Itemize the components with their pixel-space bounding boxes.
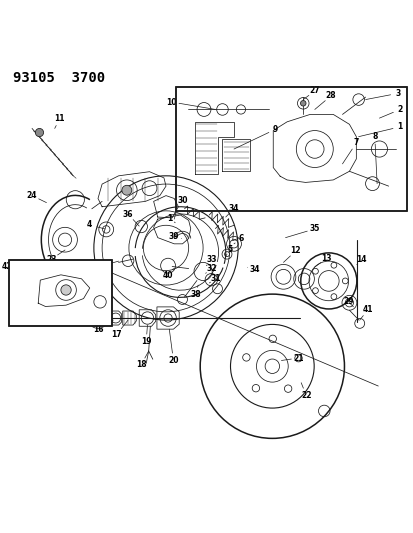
- Text: 16: 16: [93, 325, 103, 334]
- Text: 24: 24: [27, 191, 37, 200]
- Text: 38: 38: [190, 290, 200, 299]
- Circle shape: [121, 185, 131, 195]
- Circle shape: [35, 128, 43, 136]
- Circle shape: [300, 101, 305, 106]
- Text: 35: 35: [309, 224, 319, 233]
- Text: 5: 5: [227, 245, 232, 254]
- Bar: [9, 260, 112, 326]
- Text: 39: 39: [169, 232, 179, 241]
- Text: 8: 8: [371, 132, 377, 141]
- Text: 34: 34: [249, 265, 259, 274]
- Text: 1: 1: [396, 122, 402, 131]
- Text: 3: 3: [394, 89, 399, 98]
- Bar: [9, 260, 112, 326]
- Text: 30: 30: [177, 196, 187, 205]
- Text: 31: 31: [210, 274, 220, 284]
- Text: 18: 18: [135, 360, 146, 369]
- Bar: [176, 87, 406, 211]
- Text: 34: 34: [228, 204, 239, 213]
- Text: 6: 6: [238, 234, 243, 243]
- Text: 36: 36: [123, 209, 133, 219]
- Text: 15: 15: [74, 317, 84, 326]
- Circle shape: [61, 285, 71, 295]
- Text: 29: 29: [342, 297, 353, 306]
- Text: 27: 27: [309, 86, 319, 95]
- Text: 41: 41: [362, 305, 372, 314]
- Text: 7: 7: [353, 139, 358, 147]
- Text: 14: 14: [356, 255, 366, 264]
- Text: 93105  3700: 93105 3700: [14, 71, 105, 85]
- Text: 32: 32: [206, 264, 216, 273]
- Text: 2: 2: [396, 105, 402, 114]
- Text: 20: 20: [168, 356, 178, 365]
- Text: 28: 28: [325, 91, 335, 100]
- Text: 21: 21: [293, 353, 303, 362]
- Text: 42: 42: [2, 262, 12, 271]
- Text: 33: 33: [206, 255, 216, 264]
- Text: 17: 17: [111, 330, 121, 339]
- Text: 10: 10: [166, 98, 176, 107]
- Text: 40: 40: [162, 271, 173, 280]
- Text: 12: 12: [290, 246, 300, 255]
- Text: 1: 1: [166, 214, 171, 223]
- Text: 4: 4: [87, 220, 92, 229]
- Text: 13: 13: [321, 254, 331, 263]
- Bar: [176, 87, 406, 211]
- Text: 22: 22: [300, 391, 311, 400]
- Text: 19: 19: [140, 337, 151, 346]
- Text: 26: 26: [47, 262, 58, 271]
- Text: 25: 25: [30, 317, 40, 326]
- Text: 23: 23: [46, 255, 57, 264]
- Text: 37: 37: [97, 261, 107, 270]
- Text: 11: 11: [54, 115, 65, 124]
- Text: 9: 9: [272, 125, 278, 134]
